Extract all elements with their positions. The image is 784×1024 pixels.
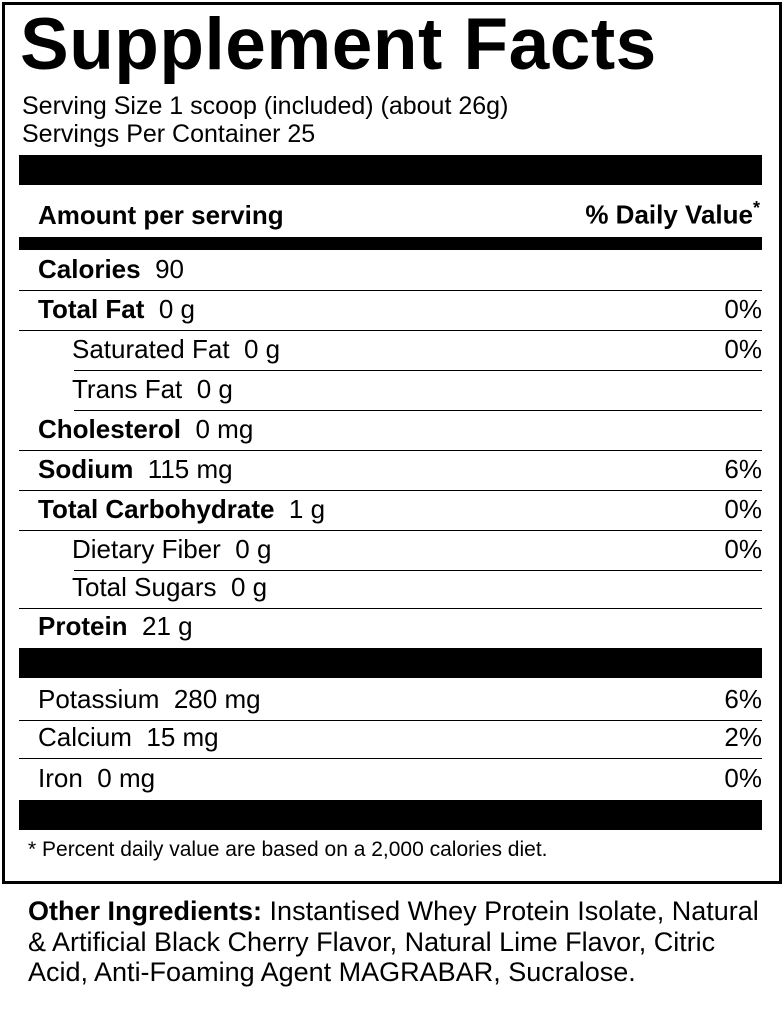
nutrient-label: Cholesterol <box>38 414 182 444</box>
nutrient-daily-value: 0% <box>724 494 762 524</box>
divider-bar <box>19 648 762 678</box>
mineral-amount: 0 mg <box>97 763 156 793</box>
nutrient-amount: 0 g <box>235 534 272 564</box>
panel-title: Supplement Facts <box>20 4 657 85</box>
other-ingredients: Other Ingredients: Instantised Whey Prot… <box>28 896 768 988</box>
mineral-row: Potassium 280 mg 6% <box>19 678 762 721</box>
nutrient-amount: 1 g <box>288 494 326 524</box>
nutrient-row: Saturated Fat 0 g 0% <box>19 331 762 371</box>
nutrient-row: Protein 21 g <box>19 609 762 648</box>
nutrient-row: Total Carbohydrate 1 g 0% <box>19 491 762 531</box>
nutrient-amount: 21 g <box>142 611 193 641</box>
nutrient-row: Cholesterol 0 mg <box>19 411 762 451</box>
divider-bar <box>19 800 762 830</box>
nutrient-label: Total Fat <box>38 294 145 324</box>
amount-per-serving-label: Amount per serving <box>38 200 284 230</box>
nutrient-amount: 115 mg <box>147 454 233 484</box>
nutrient-daily-value: 6% <box>724 454 762 484</box>
nutrient-label: Sodium <box>38 454 134 484</box>
nutrient-row: Total Fat 0 g 0% <box>19 291 762 331</box>
serving-size: Serving Size 1 scoop (included) (about 2… <box>22 92 509 120</box>
mineral-amount: 280 mg <box>173 684 261 714</box>
nutrient-label: Saturated Fat <box>72 334 230 364</box>
mineral-label: Potassium <box>38 684 160 714</box>
divider-bar <box>19 155 762 185</box>
calories-label: Calories <box>38 254 141 284</box>
nutrient-row: Sodium 115 mg 6% <box>19 451 762 491</box>
calories-row: Calories 90 <box>19 250 762 291</box>
mineral-row: Iron 0 mg 0% <box>19 759 762 800</box>
nutrient-label: Total Carbohydrate <box>38 494 275 524</box>
mineral-daily-value: 0% <box>724 763 762 793</box>
nutrient-label: Trans Fat <box>72 374 183 404</box>
nutrient-amount: 0 g <box>244 334 281 364</box>
nutrient-amount: 0 g <box>230 572 268 602</box>
mineral-daily-value: 6% <box>724 684 762 714</box>
nutrient-daily-value: 0% <box>724 334 762 364</box>
mineral-daily-value: 2% <box>724 722 762 752</box>
nutrient-row: Dietary Fiber 0 g 0% <box>19 531 762 571</box>
nutrient-amount: 0 g <box>196 374 233 404</box>
calories-value: 90 <box>155 254 184 284</box>
nutrient-label: Protein <box>38 611 128 641</box>
supplement-facts-panel <box>2 2 782 884</box>
mineral-label: Calcium <box>38 722 132 752</box>
nutrient-row: Total Sugars 0 g <box>19 571 762 609</box>
nutrient-row: Trans Fat 0 g <box>19 371 762 411</box>
divider-bar <box>19 237 762 250</box>
nutrient-amount: 0 g <box>158 294 196 324</box>
nutrient-label: Dietary Fiber <box>72 534 221 564</box>
asterisk: * <box>752 198 760 219</box>
mineral-amount: 15 mg <box>146 722 219 752</box>
mineral-row: Calcium 15 mg 2% <box>19 721 762 759</box>
nutrient-amount: 0 mg <box>195 414 254 444</box>
nutrient-label: Total Sugars <box>72 572 217 602</box>
nutrient-daily-value: 0% <box>724 294 762 324</box>
footnote: * Percent daily value are based on a 2,0… <box>28 838 548 861</box>
column-header: Amount per serving % Daily Value* <box>19 190 762 237</box>
servings-per-container: Servings Per Container 25 <box>22 120 316 148</box>
ingredients-text: Instantised Whey Protein Isolate, Natura… <box>28 896 759 987</box>
ingredients-label: Other Ingredients: <box>28 896 263 926</box>
daily-value-label: % Daily Value <box>585 200 753 230</box>
nutrient-daily-value: 0% <box>724 534 762 564</box>
mineral-label: Iron <box>38 763 83 793</box>
